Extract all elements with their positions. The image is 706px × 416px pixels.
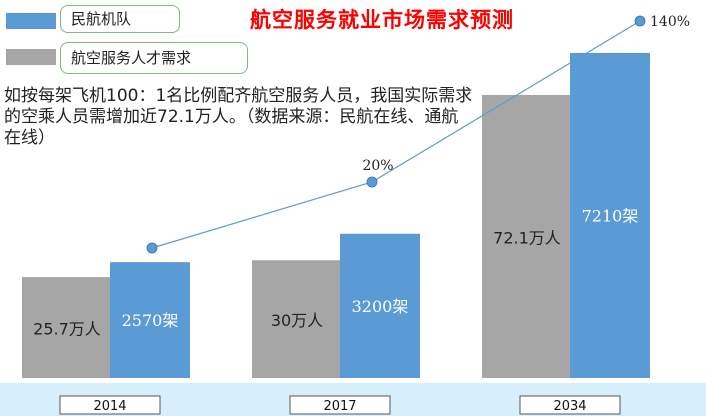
demand-bar — [252, 260, 342, 378]
data-note: 如按每架飞机100：1名比例配齐航空服务人员，我国实际需求的空乘人员需增加近72… — [4, 86, 473, 148]
growth-label: 20% — [362, 158, 393, 174]
growth-point — [366, 176, 378, 188]
fleet-bar — [110, 262, 190, 378]
fleet-bar-label: 3200架 — [352, 297, 409, 316]
demand-bar-label: 30万人 — [271, 311, 323, 330]
growth-label: 140% — [650, 14, 690, 30]
fleet-bar — [570, 53, 650, 378]
growth-point — [146, 242, 158, 254]
legend-label-demand: 航空服务人才需求 — [60, 42, 248, 74]
fleet-bar-label: 2570架 — [122, 311, 179, 330]
legend-label-fleet: 民航机队 — [60, 5, 180, 33]
category-box — [289, 395, 391, 415]
chart-title: 航空服务就业市场需求预测 — [250, 8, 514, 32]
category-box — [59, 395, 161, 415]
category-label: 2017 — [323, 399, 356, 414]
demand-bar — [482, 95, 572, 378]
category-label: 2034 — [553, 399, 586, 414]
legend-swatch-demand — [6, 49, 56, 65]
fleet-bar — [340, 233, 420, 378]
growth-point — [634, 15, 646, 27]
demand-bar — [22, 277, 112, 378]
fleet-bar-label: 7210架 — [582, 207, 639, 226]
category-box — [519, 395, 621, 415]
demand-bar-label: 72.1万人 — [493, 229, 561, 248]
legend-swatch-fleet — [6, 13, 56, 29]
demand-bar-label: 25.7万人 — [33, 320, 101, 339]
category-label: 2014 — [93, 399, 126, 414]
